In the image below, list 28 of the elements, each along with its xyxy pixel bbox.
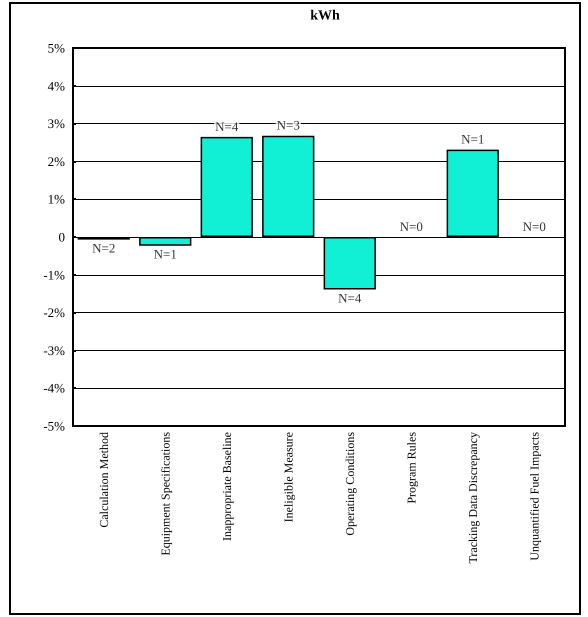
- y-tick-label: 2%: [48, 154, 66, 169]
- x-tick-label: Ineligible Measure: [281, 432, 296, 522]
- y-tick-label: -2%: [43, 305, 66, 320]
- annotation: N=0: [522, 219, 546, 234]
- annotation: N=4: [215, 118, 239, 134]
- y-tick-label: 3%: [48, 116, 66, 132]
- x-tick-label: Tracking Data Discrepancy: [466, 432, 480, 564]
- x-tick-label: Unquantified Fuel Impacts: [527, 432, 542, 561]
- y-tick-label: -4%: [43, 380, 66, 396]
- annotation: N=0: [400, 219, 423, 234]
- x-tick-label: Operating Conditions: [342, 432, 357, 536]
- y-tick-label: 4%: [48, 78, 66, 94]
- annotation: N=4: [338, 290, 362, 306]
- annotation: N=2: [92, 240, 116, 256]
- x-tick-label: Inappropriate Baseline: [220, 432, 234, 541]
- y-tick-label: -3%: [43, 342, 66, 358]
- x-tick-label: Equipment Specifications: [158, 432, 172, 556]
- y-tick-label: 0: [58, 230, 65, 244]
- x-tick-label: Program Rules: [404, 432, 418, 504]
- y-tick-label: 1%: [48, 192, 66, 207]
- chart-title: kWh: [310, 8, 340, 24]
- y-tick-label: 5%: [48, 40, 66, 56]
- annotation: N=1: [154, 246, 177, 262]
- x-tick-label: Calculation Method: [96, 432, 111, 528]
- annotation: N=3: [276, 118, 300, 133]
- y-tick-label: -5%: [43, 418, 66, 434]
- annotation: N=1: [461, 132, 484, 147]
- y-tick-label: -1%: [43, 267, 66, 282]
